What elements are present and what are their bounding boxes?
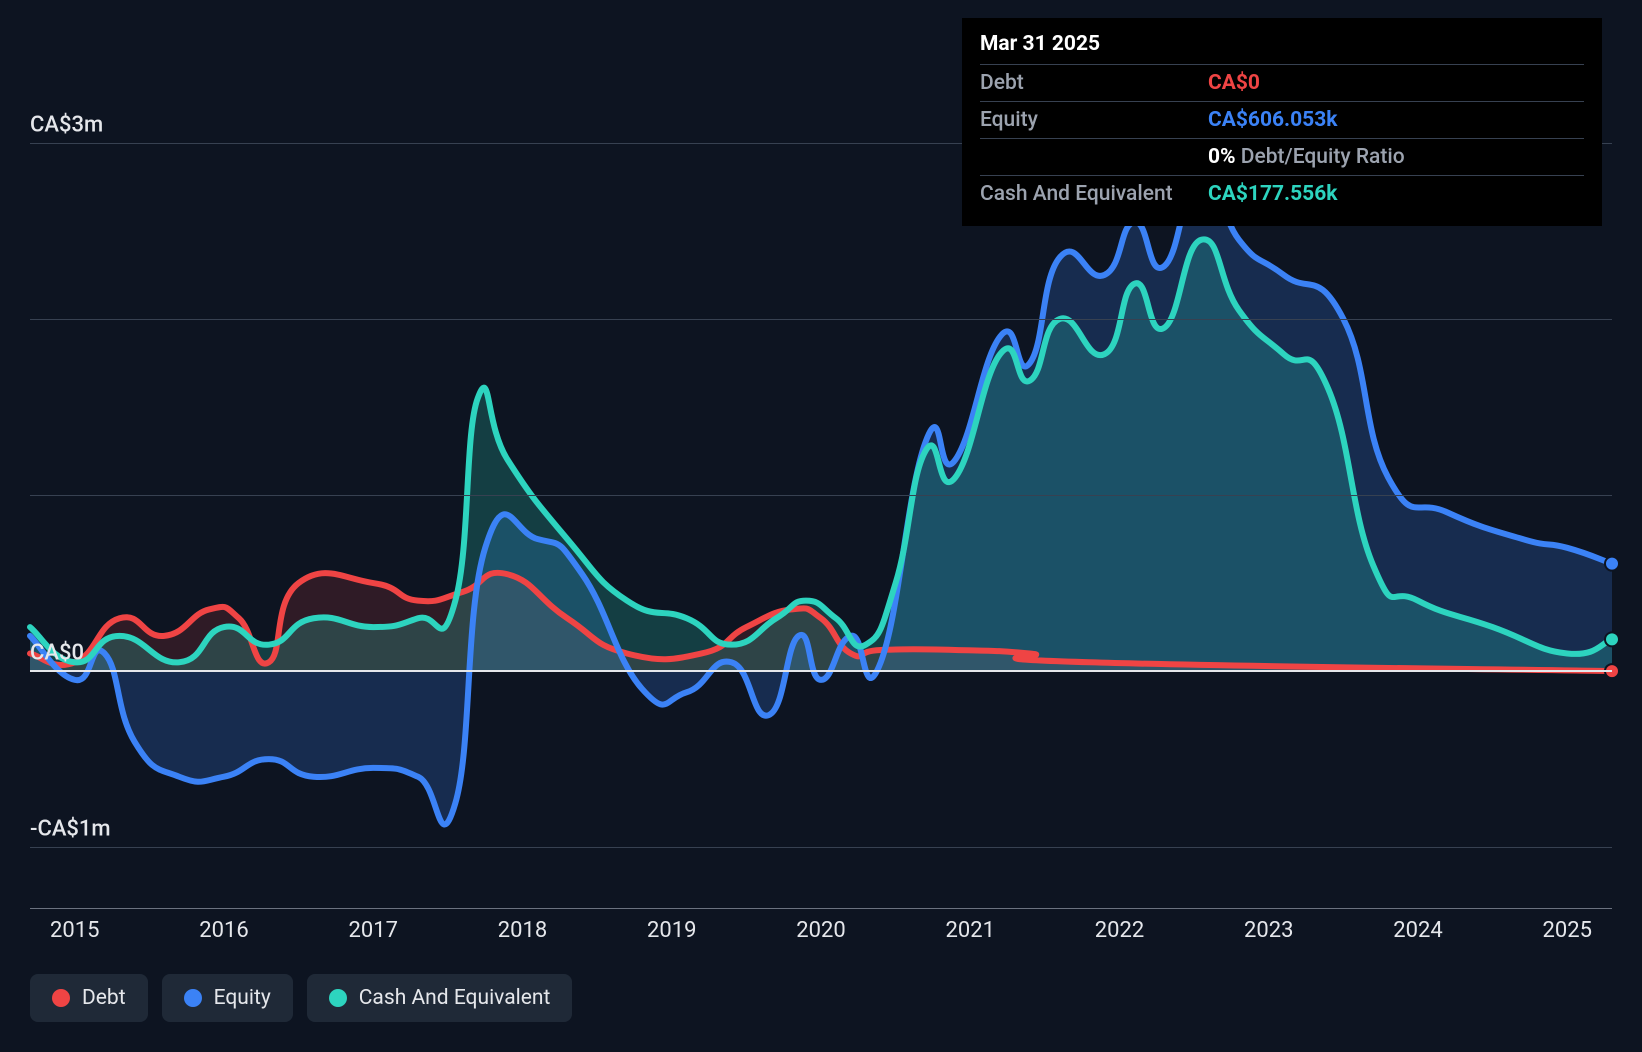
- legend-label: Debt: [82, 986, 126, 1010]
- x-axis-label: 2018: [498, 918, 547, 943]
- chart-tooltip: Mar 31 2025 Debt CA$0 Equity CA$606.053k 0% …: [962, 18, 1602, 226]
- equity-end-marker: [1605, 557, 1619, 571]
- x-axis-label: 2017: [349, 918, 398, 943]
- legend-item-debt[interactable]: Debt: [30, 974, 148, 1022]
- equity-area: [30, 169, 1612, 825]
- x-axis-label: 2019: [647, 918, 696, 943]
- legend-label: Cash And Equivalent: [359, 986, 551, 1010]
- tooltip-row: Equity CA$606.053k: [980, 102, 1584, 139]
- chart-container: CA$3m CA$0 -CA$1m 2015 2016 2017 2018 2019 2020 2…: [0, 0, 1642, 1052]
- tooltip-row: 0% Debt/Equity Ratio: [980, 139, 1584, 176]
- x-axis-label: 2023: [1244, 918, 1293, 943]
- tooltip-row: Cash And Equivalent CA$177.556k: [980, 176, 1584, 212]
- x-axis-label: 2021: [946, 918, 995, 943]
- x-axis-label: 2024: [1393, 918, 1442, 943]
- cash-end-marker: [1605, 632, 1619, 646]
- gridline: [30, 670, 1612, 672]
- x-axis-label: 2025: [1542, 918, 1591, 943]
- y-axis-label: CA$3m: [30, 112, 103, 137]
- legend-dot-icon: [329, 989, 347, 1007]
- tooltip-value: CA$606.053k: [1208, 108, 1338, 132]
- legend-dot-icon: [184, 989, 202, 1007]
- x-axis-line: [30, 908, 1612, 909]
- tooltip-rows: Debt CA$0 Equity CA$606.053k 0% Debt/Equity …: [980, 65, 1584, 212]
- legend-item-equity[interactable]: Equity: [162, 974, 293, 1022]
- gridline: [30, 847, 1612, 848]
- y-axis-label: -CA$1m: [30, 817, 111, 842]
- tooltip-date: Mar 31 2025: [980, 32, 1584, 65]
- legend-dot-icon: [52, 989, 70, 1007]
- x-axis-label: 2020: [796, 918, 845, 943]
- chart-legend: Debt Equity Cash And Equivalent: [30, 974, 572, 1022]
- tooltip-label: Equity: [980, 108, 1200, 132]
- x-axis-label: 2016: [199, 918, 248, 943]
- tooltip-value: CA$177.556k: [1208, 182, 1338, 206]
- x-axis-label: 2022: [1095, 918, 1144, 943]
- y-axis-label: CA$0: [30, 641, 84, 666]
- tooltip-label: Cash And Equivalent: [980, 182, 1200, 206]
- x-axis-label: 2015: [50, 918, 99, 943]
- tooltip-label: Debt: [980, 71, 1200, 95]
- gridline: [30, 319, 1612, 320]
- tooltip-row: Debt CA$0: [980, 65, 1584, 102]
- gridline: [30, 495, 1612, 496]
- tooltip-value: CA$0: [1208, 71, 1260, 95]
- tooltip-value: 0% Debt/Equity Ratio: [1208, 145, 1405, 169]
- legend-item-cash-and-equivalent[interactable]: Cash And Equivalent: [307, 974, 573, 1022]
- legend-label: Equity: [214, 986, 271, 1010]
